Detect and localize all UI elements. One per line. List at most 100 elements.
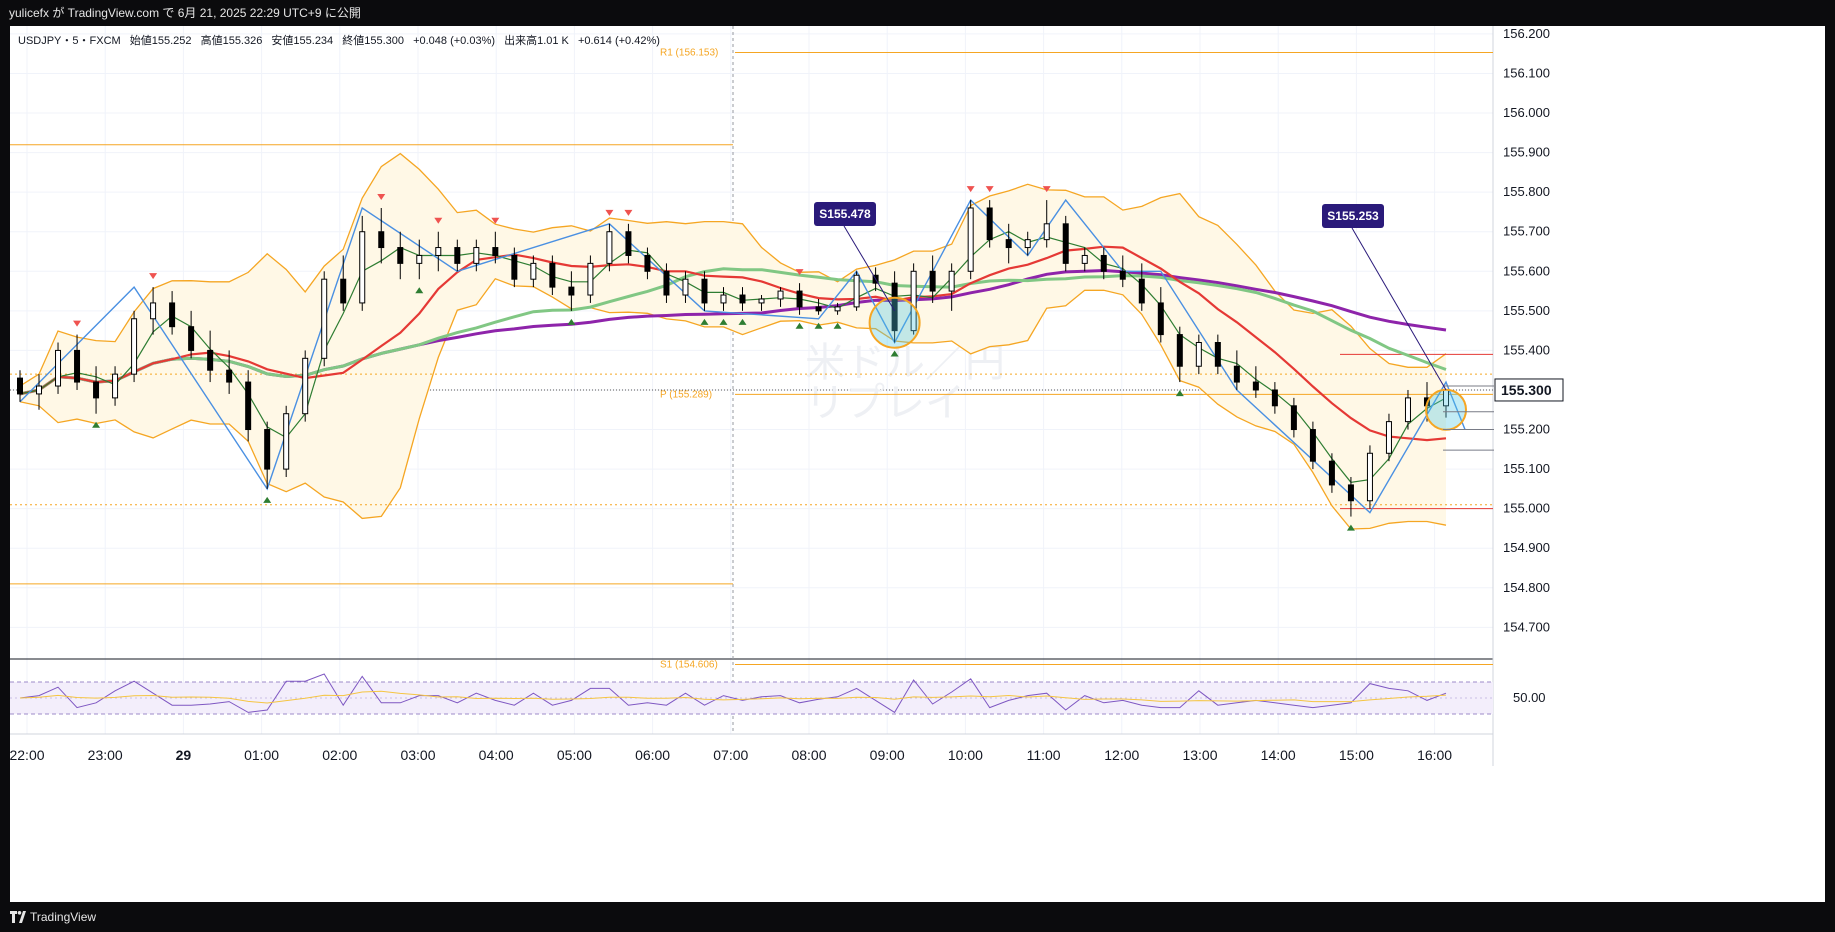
ma-fast (19, 231, 1447, 483)
legend-open: 始値155.252 (130, 33, 192, 47)
swing-high-marker (491, 217, 500, 224)
ma-red (19, 245, 1447, 442)
candle-body (625, 231, 632, 256)
legend-volume-change: +0.614 (+0.42%) (578, 35, 660, 47)
candle-body (815, 306, 822, 312)
candle-body (397, 247, 404, 264)
y-tick-label: 156.200 (1503, 26, 1550, 41)
x-tick-label: 09:00 (870, 747, 905, 763)
x-tick-label: 01:00 (244, 747, 279, 763)
candle-body (701, 278, 708, 304)
y-tick-label: 155.400 (1503, 342, 1550, 357)
swing-low-marker (1175, 390, 1184, 397)
highlight-circle (868, 296, 921, 349)
x-tick-label: 16:00 (1417, 747, 1452, 763)
swing-high-marker (434, 217, 443, 224)
swing-low-marker (700, 318, 709, 325)
chart-svg[interactable]: 米ドル／円 リプレイ R1 (156.153)P (155.289)S1 (15… (9, 26, 1825, 902)
y-tick-label: 154.700 (1503, 619, 1550, 634)
callouts: S155.478 S155.253 (814, 202, 1447, 391)
band-upper (19, 152, 1447, 387)
callout-text: S155.253 (1327, 209, 1379, 223)
y-tick-label: 155.500 (1503, 303, 1550, 318)
svg-text:USDJPY・5・FXCM 始値155.25: USDJPY・5・FXCM 始値155.252 高値155.326 安値155.… (18, 33, 660, 47)
chart-frame: 米ドル／円 リプレイ R1 (156.153) P (155.289) S1 (15… (9, 26, 1825, 902)
candle-body (1328, 460, 1335, 486)
candles (17, 200, 1449, 517)
candle-body (226, 369, 233, 383)
candle-body (1404, 397, 1411, 423)
candle-body (929, 270, 936, 292)
y-tick-label: 155.200 (1503, 422, 1550, 437)
candle-body (302, 357, 309, 415)
candle-body (188, 326, 195, 351)
candle-body (1290, 405, 1297, 431)
candle-body (264, 429, 271, 470)
candle-body (834, 306, 841, 312)
candle-body (530, 262, 537, 280)
last-price-tag (1494, 378, 1564, 402)
swing-high-marker (149, 273, 158, 280)
band-lower (19, 278, 1447, 530)
candle-body (549, 262, 556, 288)
tradingview-icon (10, 911, 26, 923)
x-tick-label: 22:00 (10, 747, 45, 763)
candle-body (1252, 381, 1259, 391)
y-tick-label: 155.700 (1503, 224, 1550, 239)
legend-symbol: USDJPY・5・FXCM (18, 35, 121, 47)
candle-body (112, 373, 119, 399)
x-tick-label: 23:00 (88, 747, 123, 763)
callout-connector (843, 225, 896, 312)
legend-volume: 出来高1.01 K (504, 33, 569, 47)
swing-low-marker (415, 287, 424, 294)
rsi-signal (19, 690, 1447, 704)
y-tick-label: 155.900 (1503, 145, 1550, 160)
swing-high-marker (795, 269, 804, 276)
rsi-tick-label: 50.00 (1513, 690, 1546, 705)
candle-body (1005, 239, 1012, 249)
x-tick-label: 08:00 (791, 747, 826, 763)
swing-low-marker (567, 318, 576, 325)
swing-high-marker (73, 320, 82, 327)
candle-body (1119, 270, 1126, 280)
candle-body (454, 247, 461, 264)
tradingview-logo[interactable]: TradingView (10, 910, 96, 924)
ma-green (19, 267, 1447, 396)
y-tick-label: 156.100 (1503, 65, 1550, 80)
y-tick-label: 154.800 (1503, 580, 1550, 595)
y-tick-label: 156.000 (1503, 105, 1550, 120)
pivot-label: R1 (156.153) (660, 48, 718, 59)
pivot-label: P (155.289) (660, 389, 712, 400)
candle-body (739, 294, 746, 304)
swing-low-marker (814, 322, 823, 329)
y-tick-label: 155.600 (1503, 263, 1550, 278)
x-tick-label: 05:00 (557, 747, 592, 763)
candle-body (150, 302, 157, 320)
candle-body (245, 381, 252, 431)
swing-low-marker (263, 496, 272, 503)
candle-body (1366, 452, 1373, 502)
candle-body (777, 290, 784, 300)
callout-text: S155.478 (819, 207, 871, 221)
x-tick-label: 15:00 (1339, 747, 1374, 763)
candle-body (435, 247, 442, 256)
candle-body (283, 413, 290, 470)
candle-body (169, 302, 176, 328)
y-tick-label: 154.900 (1503, 540, 1550, 555)
swing-high-marker (377, 193, 386, 200)
candle-body (1062, 223, 1069, 264)
candle-body (758, 298, 765, 304)
candle-body (473, 247, 480, 264)
candle-body (1100, 254, 1107, 272)
x-tick-label: 07:00 (713, 747, 748, 763)
swing-low-marker (92, 421, 101, 428)
swing-low-marker (1346, 524, 1355, 531)
candle-body (1176, 334, 1183, 367)
watermark-line2: リプレイ (805, 381, 965, 425)
candle-body (663, 270, 670, 296)
y-tick-label: 155.800 (1503, 184, 1550, 199)
candle-body (1024, 239, 1031, 249)
candle-body (1138, 278, 1145, 304)
candle-body (17, 377, 23, 395)
swing-low-marker (738, 318, 747, 325)
